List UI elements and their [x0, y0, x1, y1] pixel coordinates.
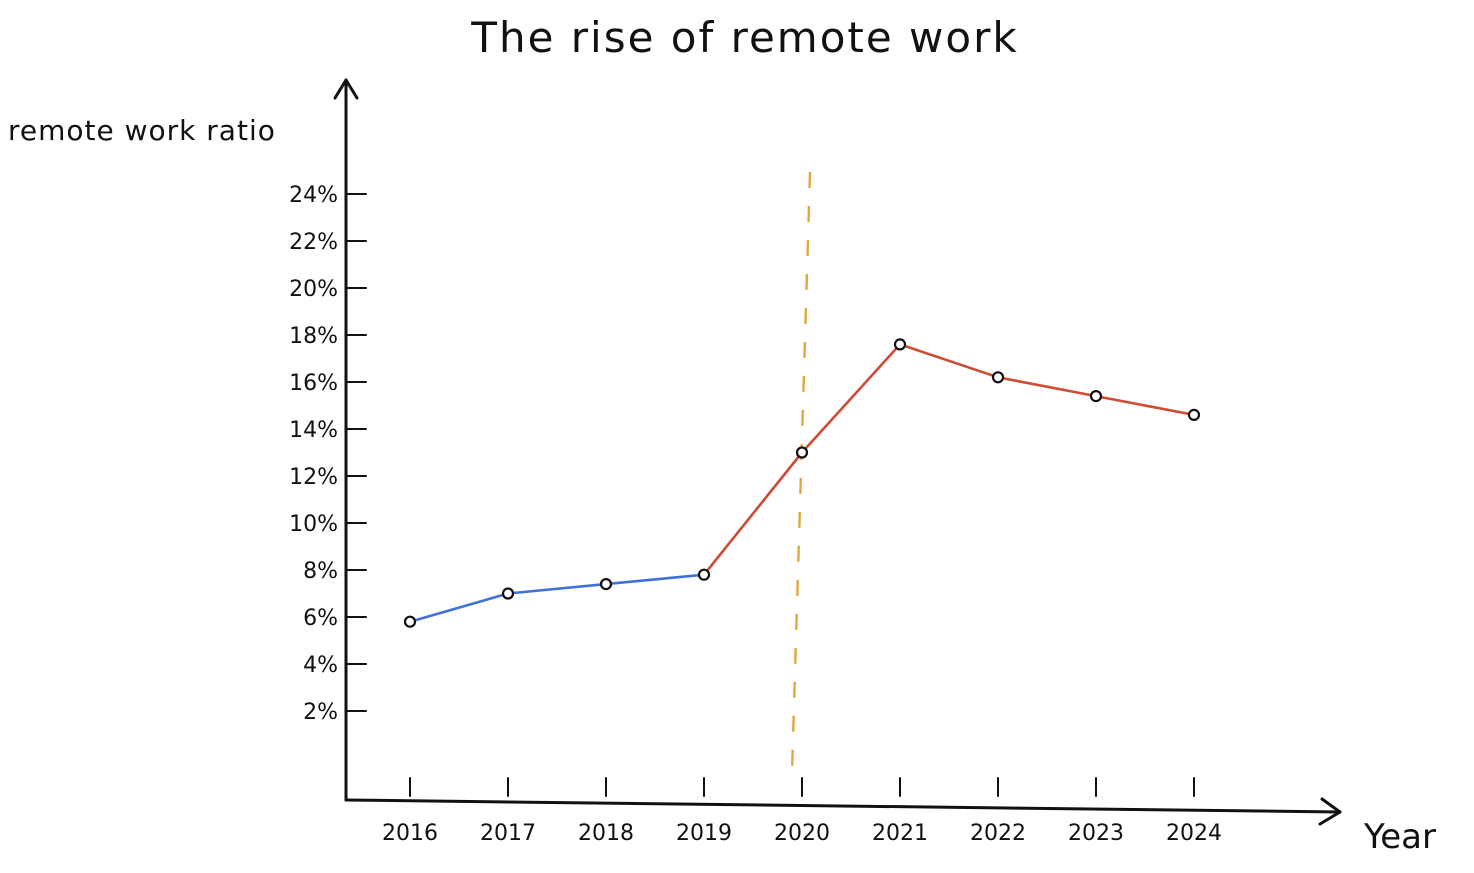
x-tick-label: 2019	[676, 821, 732, 846]
data-point	[795, 446, 809, 459]
series-layer	[408, 343, 1196, 623]
x-axis-line	[344, 798, 1342, 814]
y-axis-arrowhead	[333, 78, 359, 100]
annotation-layer	[790, 171, 812, 773]
data-point	[893, 338, 907, 351]
y-tick-label: 22%	[289, 230, 338, 255]
data-point	[1187, 408, 1201, 421]
x-tick-label: 2022	[970, 821, 1026, 846]
y-tick-label: 2%	[303, 700, 338, 725]
x-tick-label: 2020	[774, 821, 830, 846]
y-tick-label: 4%	[303, 653, 338, 678]
x-tick-label: 2024	[1166, 821, 1222, 846]
y-tick-label: 24%	[289, 183, 338, 208]
data-point	[697, 568, 711, 581]
x-tick-label: 2018	[578, 821, 634, 846]
x-axis-label: Year	[1363, 817, 1436, 857]
x-axis-arrowhead	[1318, 797, 1342, 826]
data-point	[501, 587, 515, 600]
axes-layer	[333, 78, 1342, 826]
chart-title: The rise of remote work	[470, 13, 1018, 62]
x-tick-label: 2017	[480, 821, 536, 846]
y-tick-label: 16%	[289, 371, 338, 396]
y-tick-label: 18%	[289, 324, 338, 349]
data-point	[1089, 390, 1103, 403]
data-point	[991, 371, 1005, 384]
y-tick-label: 6%	[303, 606, 338, 631]
y-tick-label: 12%	[289, 465, 338, 490]
ticks-layer: 2% 4% 6% 8% 10% 12% 14% 16% 18% 20% 22% 24% 2016 2017…	[289, 183, 1222, 846]
points-layer	[403, 338, 1201, 628]
series-line-red	[702, 343, 1196, 576]
series-line-blue	[408, 573, 706, 623]
y-tick-label: 10%	[289, 512, 338, 537]
data-point	[403, 615, 417, 628]
x-tick-label: 2016	[382, 821, 438, 846]
y-tick-label: 14%	[289, 418, 338, 443]
y-tick-label: 20%	[289, 277, 338, 302]
reference-dashed-line	[790, 171, 812, 773]
y-axis-label: remote work ratio	[8, 114, 276, 147]
data-point	[599, 577, 613, 591]
y-tick-label: 8%	[303, 559, 338, 584]
x-tick-label: 2021	[872, 821, 928, 846]
x-tick-label: 2023	[1068, 821, 1124, 846]
